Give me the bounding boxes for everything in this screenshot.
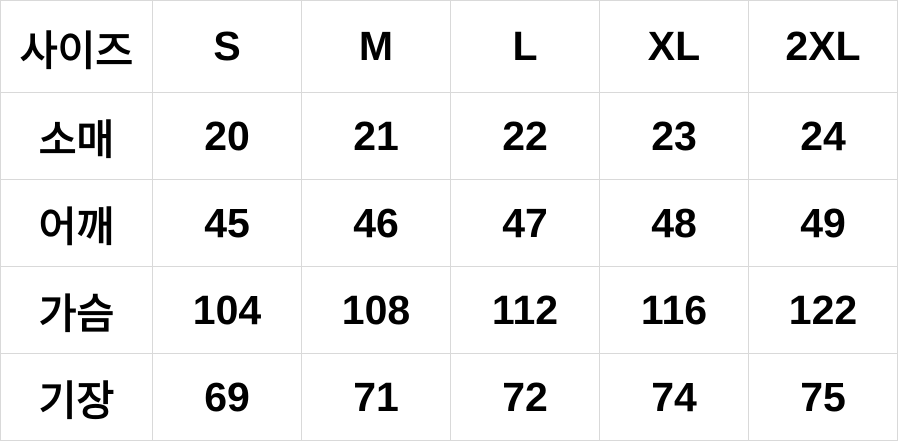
- cell-sleeve-2xl: 24: [748, 92, 898, 180]
- header-cell-size-s: S: [152, 0, 302, 93]
- header-cell-size-label: 사이즈: [0, 0, 153, 93]
- row-label-sleeve: 소매: [0, 92, 153, 180]
- cell-chest-l: 112: [450, 266, 600, 354]
- table-row-length: 기장 69 71 72 74 75: [0, 353, 898, 441]
- cell-chest-m: 108: [301, 266, 451, 354]
- cell-length-s: 69: [152, 353, 302, 441]
- table-row-sleeve: 소매 20 21 22 23 24: [0, 92, 898, 180]
- cell-sleeve-xl: 23: [599, 92, 749, 180]
- header-cell-size-m: M: [301, 0, 451, 93]
- cell-sleeve-s: 20: [152, 92, 302, 180]
- cell-length-m: 71: [301, 353, 451, 441]
- row-label-length: 기장: [0, 353, 153, 441]
- cell-length-2xl: 75: [748, 353, 898, 441]
- cell-shoulder-s: 45: [152, 179, 302, 267]
- cell-chest-s: 104: [152, 266, 302, 354]
- cell-sleeve-l: 22: [450, 92, 600, 180]
- cell-shoulder-l: 47: [450, 179, 600, 267]
- cell-sleeve-m: 21: [301, 92, 451, 180]
- cell-chest-2xl: 122: [748, 266, 898, 354]
- header-row: 사이즈 S M L XL 2XL: [0, 0, 898, 93]
- header-cell-size-xl: XL: [599, 0, 749, 93]
- table-row-shoulder: 어깨 45 46 47 48 49: [0, 179, 898, 267]
- cell-shoulder-m: 46: [301, 179, 451, 267]
- cell-shoulder-2xl: 49: [748, 179, 898, 267]
- row-label-shoulder: 어깨: [0, 179, 153, 267]
- header-cell-size-l: L: [450, 0, 600, 93]
- cell-length-l: 72: [450, 353, 600, 441]
- cell-chest-xl: 116: [599, 266, 749, 354]
- header-cell-size-2xl: 2XL: [748, 0, 898, 93]
- cell-shoulder-xl: 48: [599, 179, 749, 267]
- table-row-chest: 가슴 104 108 112 116 122: [0, 266, 898, 354]
- cell-length-xl: 74: [599, 353, 749, 441]
- row-label-chest: 가슴: [0, 266, 153, 354]
